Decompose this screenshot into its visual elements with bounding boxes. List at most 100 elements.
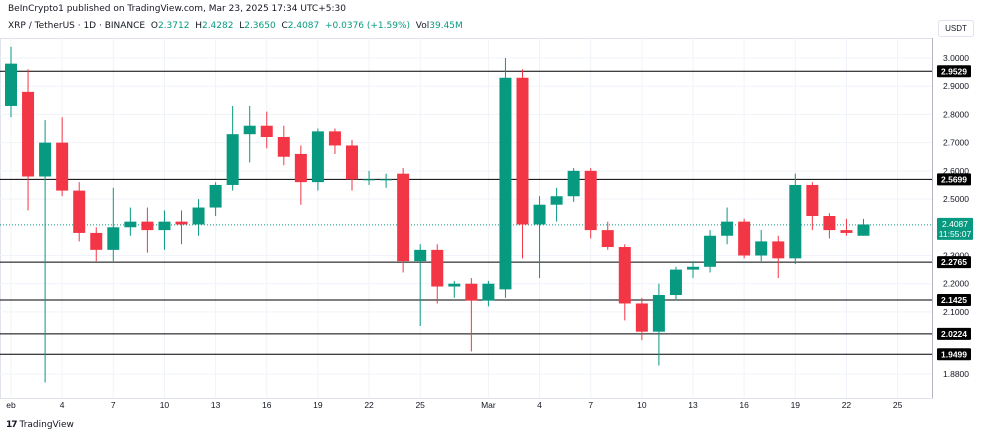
candle-down: [260, 125, 273, 137]
x-tick-label: 16: [262, 400, 272, 410]
candle-down: [465, 283, 478, 301]
currency-button[interactable]: USDT: [938, 20, 974, 37]
level-price-label: 2.1425: [941, 295, 967, 305]
volume-value: 39.45M: [429, 21, 463, 31]
last-price-label: 2.4087: [942, 219, 968, 229]
candle-up: [226, 134, 239, 185]
y-tick-label: 1.8800: [943, 369, 969, 379]
open-label: O: [150, 21, 158, 31]
y-tick-label: 2.8000: [943, 109, 969, 119]
y-tick-label: 2.6000: [943, 166, 969, 176]
level-price-tag: [937, 173, 971, 186]
candle-up: [789, 184, 802, 259]
level-price-tag: [937, 293, 971, 306]
candle-up: [499, 77, 512, 290]
x-tick-label: 25: [415, 400, 425, 410]
candle-up: [124, 221, 137, 228]
level-price-label: 1.9499: [941, 349, 967, 359]
x-tick-label: 13: [211, 400, 221, 410]
level-price-label: 2.9529: [941, 66, 967, 76]
candle-down: [840, 230, 853, 233]
candle-up: [721, 221, 734, 236]
candle-up: [209, 184, 222, 208]
x-tick-label: eb: [6, 400, 16, 410]
candle-up: [652, 295, 665, 332]
x-tick-label: 25: [893, 400, 903, 410]
candle-up: [192, 207, 205, 225]
candle-up: [363, 179, 376, 181]
price-axis[interactable]: 3.0000 2.9000 2.8000 2.7000 2.6000 2.5000 2.30…: [937, 53, 973, 379]
candle-up: [755, 241, 768, 256]
candle-up: [414, 249, 427, 262]
y-tick-label: 2.5000: [943, 194, 969, 204]
x-tick-label: 16: [739, 400, 749, 410]
candle-up: [482, 283, 495, 301]
candle-up: [5, 63, 17, 106]
candle-down: [294, 153, 307, 183]
high-value: 2.4282: [201, 21, 234, 31]
candle-down: [328, 131, 341, 146]
candle-down: [618, 247, 631, 304]
last-price-tag: [937, 217, 973, 240]
candle-up: [107, 227, 120, 250]
x-tick-label: 22: [842, 400, 852, 410]
candle-down: [141, 221, 154, 231]
symbol-name[interactable]: XRP / TetherUS · 1D · BINANCE: [8, 21, 146, 31]
candle-down: [397, 173, 410, 262]
candle-down: [584, 170, 597, 231]
x-tick-label: 7: [588, 400, 593, 410]
y-tick-label: 2.3000: [943, 251, 969, 261]
candle-up: [380, 179, 393, 181]
candle-up: [158, 221, 171, 231]
candle-down: [806, 184, 819, 216]
candle-up: [243, 125, 256, 135]
tradingview-logo[interactable]: 17 TradingView: [6, 420, 74, 430]
candle-down: [516, 77, 529, 225]
candle-up: [550, 196, 563, 205]
candle-up: [533, 204, 546, 225]
candle-down: [56, 142, 69, 191]
level-price-tag: [937, 348, 971, 361]
high-label: H: [195, 21, 202, 31]
candle-down: [22, 91, 35, 177]
tradingview-label: TradingView: [19, 420, 74, 430]
candle-up: [39, 142, 52, 177]
candle-up: [669, 269, 682, 295]
candle-down: [635, 303, 648, 332]
candle-up: [704, 235, 717, 267]
time-axis[interactable]: eb 4 7 10 13 16 19 22 25 Mar 4 7 10 13 16 19 22 25: [6, 400, 902, 410]
x-tick-label: 19: [313, 400, 323, 410]
candle-up: [311, 131, 324, 183]
candle-down: [738, 221, 751, 256]
close-label: C: [281, 21, 288, 31]
candle-up: [687, 266, 699, 270]
y-tick-label: 2.9000: [943, 81, 969, 91]
y-tick-label: 2.2000: [943, 279, 969, 289]
level-price-label: 2.5699: [941, 174, 967, 184]
candle-down: [823, 216, 836, 231]
x-tick-label: 19: [791, 400, 801, 410]
open-value: 2.3712: [157, 21, 190, 31]
low-label: L: [239, 21, 245, 31]
x-tick-label: 4: [537, 400, 542, 410]
x-tick-label: Mar: [481, 400, 496, 410]
close-value: 2.4087: [287, 21, 320, 31]
tradingview-icon: 17: [6, 420, 17, 430]
level-price-tag: [937, 327, 971, 340]
symbol-legend: XRP / TetherUS · 1D · BINANCE O2.3712 H2…: [8, 21, 463, 31]
y-tick-label: 3.0000: [943, 53, 969, 63]
candle-down: [277, 137, 290, 157]
level-price-label: 2.2765: [941, 257, 967, 267]
candle-up: [567, 170, 580, 197]
candle-up: [857, 224, 870, 236]
x-tick-label: 13: [688, 400, 698, 410]
y-tick-label: 2.1000: [943, 307, 969, 317]
x-tick-label: 10: [637, 400, 647, 410]
level-price-label: 2.0224: [941, 329, 967, 339]
level-price-tag: [937, 256, 971, 269]
x-tick-label: 22: [364, 400, 374, 410]
candle-down: [431, 249, 444, 287]
candle-down: [346, 145, 358, 180]
x-tick-label: 7: [111, 400, 116, 410]
